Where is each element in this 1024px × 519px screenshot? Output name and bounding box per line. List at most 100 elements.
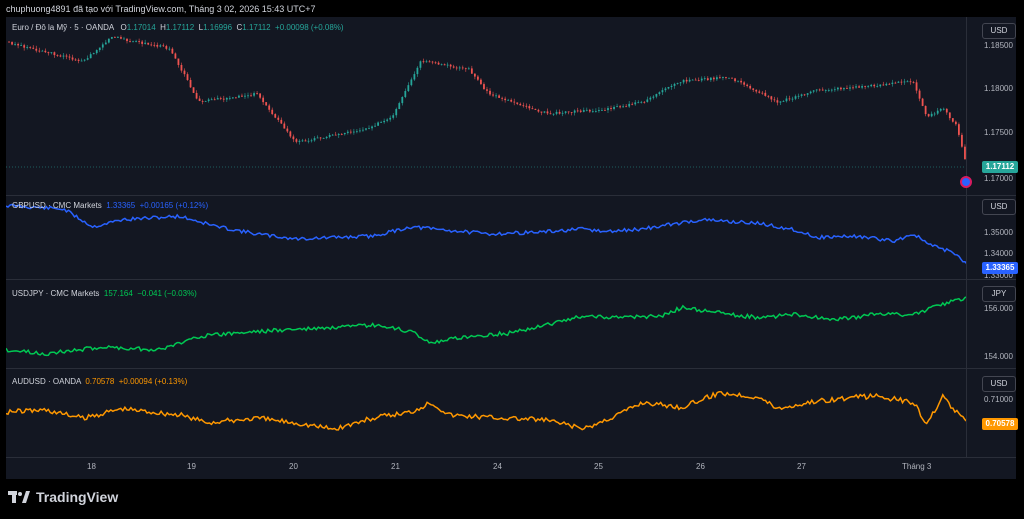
candle-body <box>392 115 395 118</box>
time-axis[interactable] <box>6 457 966 479</box>
candle-body <box>59 55 62 57</box>
candle-body <box>731 77 733 79</box>
pane-gbpusd[interactable]: GBPUSD · CMC Markets 1.33365 +0.00165 (+… <box>6 196 1018 280</box>
eurusd-price-axis[interactable] <box>966 17 1017 195</box>
candle-body <box>489 90 491 95</box>
candle-body <box>504 98 507 101</box>
gbpusd-currency-button[interactable]: USD <box>982 199 1016 215</box>
candle-body <box>416 67 419 75</box>
candle-body <box>265 102 268 106</box>
candle-body <box>719 77 721 79</box>
candle-body <box>894 82 897 84</box>
usdjpy-symbol: USDJPY · CMC Markets <box>12 289 100 298</box>
audusd-symbol: AUDUSD · OANDA <box>12 377 81 386</box>
usdjpy-legend: USDJPY · CMC Markets 157.164 −0.041 (−0.… <box>12 289 197 298</box>
candle-body <box>591 111 594 113</box>
candle-body <box>879 84 882 87</box>
eurusd-change: +0.00098 (+0.08%) <box>275 23 344 32</box>
candle-body <box>53 52 56 56</box>
usdjpy-price-axis[interactable] <box>966 280 1017 368</box>
time-label: Tháng 3 <box>902 462 932 471</box>
candle-body <box>349 131 352 133</box>
candle-body <box>797 95 800 97</box>
eurusd-legend: Euro / Đô la Mỹ · 5 · OANDA O1.17014 H1.… <box>12 23 344 32</box>
audusd-price-axis[interactable] <box>966 369 1017 457</box>
audusd-currency-button[interactable]: USD <box>982 376 1016 392</box>
gbpusd-value: 1.33365 <box>106 201 136 210</box>
usdjpy-line[interactable] <box>6 280 966 368</box>
gbpusd-price-axis[interactable] <box>966 196 1017 279</box>
candle-body <box>827 90 830 91</box>
candle-body <box>498 95 500 98</box>
candle-body <box>743 82 746 85</box>
candle-body <box>201 100 204 102</box>
candle-body <box>44 50 47 53</box>
candle-body <box>948 112 951 119</box>
candle-body <box>830 89 833 91</box>
candle-body <box>891 82 894 84</box>
candle-body <box>788 98 791 100</box>
pane-audusd[interactable]: AUDUSD · OANDA 0.70578 +0.00094 (+0.13%)… <box>6 369 1018 457</box>
candle-body <box>189 80 192 88</box>
open-value: 1.17014 <box>126 23 156 32</box>
candle-body <box>770 96 773 100</box>
candle-body <box>888 83 891 85</box>
candle-body <box>761 92 764 94</box>
candle-body <box>522 105 525 107</box>
candle-body <box>900 81 903 83</box>
pane-eurusd[interactable]: Euro / Đô la Mỹ · 5 · OANDA O1.17014 H1.… <box>6 17 1018 195</box>
audusd-value: 0.70578 <box>85 377 115 386</box>
candle-body <box>734 78 736 82</box>
candle-body <box>449 64 452 67</box>
candle-body <box>833 89 836 91</box>
candle-body <box>461 67 464 69</box>
candle-body <box>691 79 694 81</box>
usdjpy-currency-button[interactable]: JPY <box>982 286 1016 302</box>
candle-body <box>855 86 857 88</box>
candle-body <box>846 88 848 89</box>
candle-body <box>703 78 706 80</box>
candle-body <box>791 98 794 100</box>
gbpusd-line[interactable] <box>6 196 966 279</box>
candle-body <box>573 110 576 113</box>
candle-body <box>964 146 966 160</box>
candle-body <box>437 62 440 65</box>
eurusd-currency-button[interactable]: USD <box>982 23 1016 39</box>
candle-body <box>295 139 298 142</box>
candle-body <box>812 90 815 92</box>
high-label: H <box>160 23 166 32</box>
candle-body <box>241 95 243 97</box>
candle-body <box>667 86 670 89</box>
candle-body <box>328 134 331 137</box>
candle-body <box>906 81 909 83</box>
candle-body <box>709 77 712 81</box>
candle-body <box>65 55 68 57</box>
tradingview-logo-icon[interactable] <box>8 490 30 506</box>
candle-body <box>104 42 107 45</box>
chart-reset-icon[interactable] <box>960 176 972 188</box>
candle-body <box>425 61 428 63</box>
pane-usdjpy[interactable]: USDJPY · CMC Markets 157.164 −0.041 (−0.… <box>6 280 1016 368</box>
candle-body <box>62 55 65 57</box>
candle-body <box>204 101 207 102</box>
eurusd-candles[interactable] <box>6 17 966 195</box>
candle-body <box>292 136 295 140</box>
candle-body <box>921 98 924 106</box>
candle-body <box>655 94 658 97</box>
candle-body <box>939 108 942 111</box>
candle-body <box>800 94 803 96</box>
candle-body <box>98 47 101 51</box>
candle-body <box>501 97 504 99</box>
candle-body <box>492 94 494 96</box>
candle-body <box>531 108 534 110</box>
candle-body <box>195 92 198 99</box>
candle-body <box>47 52 50 54</box>
candle-body <box>283 123 286 129</box>
candle-body <box>722 76 724 78</box>
candle-body <box>117 37 119 38</box>
audusd-line[interactable] <box>6 369 966 457</box>
candle-body <box>198 98 201 101</box>
candle-body <box>652 96 655 98</box>
candle-body <box>274 114 277 118</box>
candle-body <box>616 106 618 108</box>
